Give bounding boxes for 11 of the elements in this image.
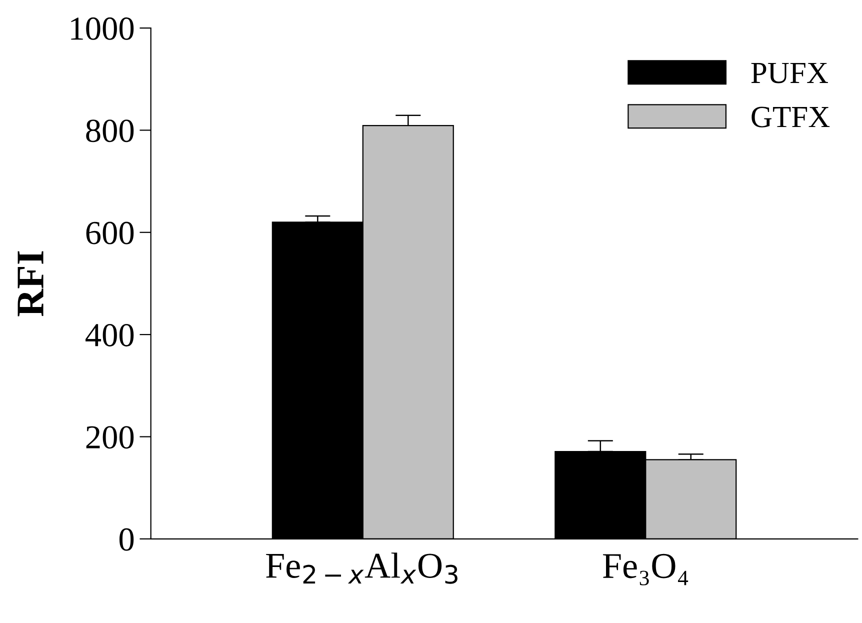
y-tick-label: 800 bbox=[86, 120, 134, 142]
y-tick-label: 0 bbox=[119, 528, 134, 551]
x-tick-label: Fe₃O₄ bbox=[602, 554, 688, 586]
y-axis-title: RFI bbox=[18, 251, 44, 316]
y-tick-label: 200 bbox=[86, 426, 134, 449]
y-tick-label: 1000 bbox=[71, 17, 134, 40]
y-tick-label: 400 bbox=[86, 324, 134, 346]
legend-label: GTFX bbox=[752, 106, 830, 128]
x-tick-label: Fe$_{2−x}$Al$_{x}$O$_{3}$ bbox=[266, 552, 458, 584]
y-tick-label: 600 bbox=[86, 222, 134, 244]
legend-label: PUFX bbox=[751, 62, 828, 84]
